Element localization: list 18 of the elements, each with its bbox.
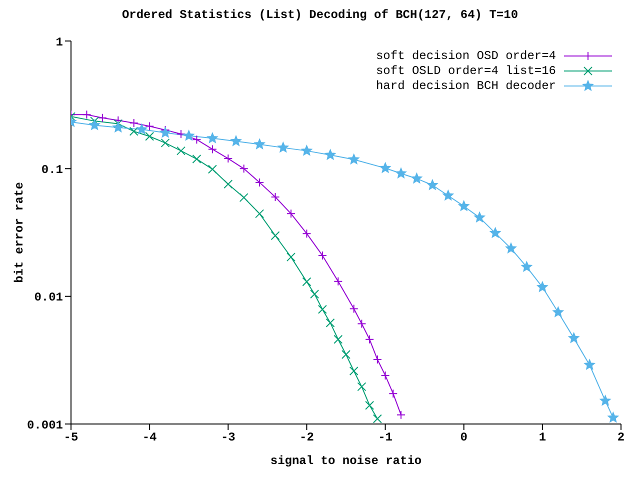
y-axis-title: bit error rate [12,182,26,283]
x-tick-label: 1 [538,430,546,445]
x-tick-label: 0 [460,430,468,445]
x-tick-label: -1 [378,430,392,445]
x-axis-title: signal to noise ratio [270,454,422,468]
y-tick-label: 0.001 [26,418,63,432]
x-tick-label: -5 [64,430,78,445]
x-tick-label: -3 [220,430,236,445]
legend-label: hard decision BCH decoder [376,78,556,92]
x-tick-label: -4 [142,430,157,445]
y-tick-label: 0.1 [41,162,63,177]
x-tick-label: -2 [300,430,314,445]
chart-title: Ordered Statistics (List) Decoding of BCH(127, 64) T=10 [120,8,520,22]
y-tick-label: 0.01 [34,290,63,305]
legend-label: soft decision OSD order=4 [376,48,556,62]
y-tick-label: 1 [56,35,63,50]
x-tick-label: 2 [617,430,625,445]
legend-label: soft OSLD order=4 list=16 [376,64,556,78]
